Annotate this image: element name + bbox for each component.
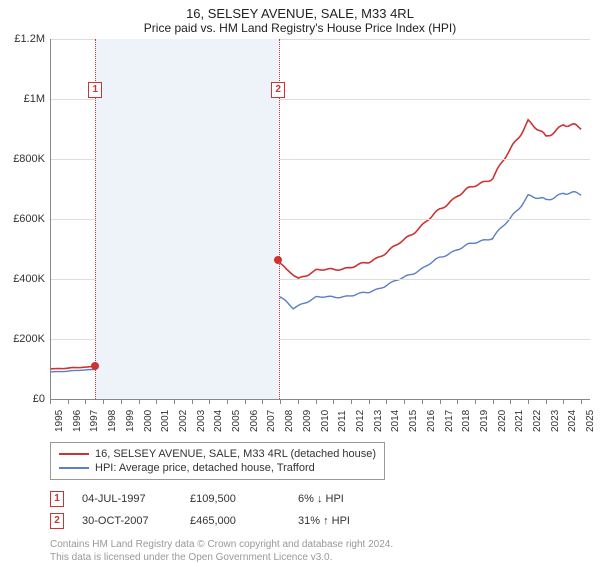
x-tick-label: 2002 [178, 410, 189, 432]
x-tick-label: 2020 [497, 410, 508, 432]
x-tick-label: 2022 [532, 410, 543, 432]
y-tick-label: £600K [3, 213, 45, 225]
x-tick-label: 2017 [444, 410, 455, 432]
x-tick-label: 2023 [550, 410, 561, 432]
footer-line: This data is licensed under the Open Gov… [50, 551, 600, 564]
transaction-delta: 6% ↓ HPI [298, 493, 388, 505]
x-tick-label: 2024 [567, 410, 578, 432]
legend-item: HPI: Average price, detached house, Traf… [59, 461, 376, 475]
legend-label: 16, SELSEY AVENUE, SALE, M33 4RL (detach… [95, 448, 376, 460]
y-tick-label: £0 [3, 393, 45, 405]
transaction-date: 04-JUL-1997 [82, 493, 172, 505]
legend-swatch [59, 453, 89, 455]
shaded-period [95, 39, 280, 399]
x-tick-label: 2003 [196, 410, 207, 432]
y-tick-label: £200K [3, 333, 45, 345]
x-tick-label: 1998 [107, 410, 118, 432]
chart-plot-area: £0£200K£400K£600K£800K£1M£1.2M12 [50, 39, 590, 400]
x-tick-label: 2004 [213, 410, 224, 432]
x-tick-label: 2016 [426, 410, 437, 432]
transactions-table: 1 04-JUL-1997 £109,500 6% ↓ HPI 2 30-OCT… [50, 488, 600, 532]
transaction-price: £465,000 [190, 515, 280, 527]
transaction-delta: 31% ↑ HPI [298, 515, 388, 527]
transaction-marker-icon: 2 [50, 513, 64, 529]
x-tick-label: 2025 [585, 410, 596, 432]
chart-subtitle: Price paid vs. HM Land Registry's House … [0, 21, 600, 39]
x-tick-label: 2008 [284, 410, 295, 432]
x-tick-label: 2015 [408, 410, 419, 432]
transaction-marker-icon: 1 [50, 491, 64, 507]
legend: 16, SELSEY AVENUE, SALE, M33 4RL (detach… [50, 442, 385, 480]
legend-item: 16, SELSEY AVENUE, SALE, M33 4RL (detach… [59, 447, 376, 461]
x-tick-label: 2005 [231, 410, 242, 432]
footer-attribution: Contains HM Land Registry data © Crown c… [50, 538, 600, 564]
x-tick-label: 1997 [89, 410, 100, 432]
x-tick-label: 2019 [479, 410, 490, 432]
sale-dot [91, 362, 99, 370]
table-row: 2 30-OCT-2007 £465,000 31% ↑ HPI [50, 510, 600, 532]
x-tick-label: 2014 [390, 410, 401, 432]
x-tick-label: 1999 [125, 410, 136, 432]
y-tick-label: £1M [3, 93, 45, 105]
legend-swatch [59, 467, 89, 469]
y-tick-label: £400K [3, 273, 45, 285]
x-tick-label: 2009 [302, 410, 313, 432]
x-tick-label: 2007 [266, 410, 277, 432]
x-tick-label: 1995 [54, 410, 65, 432]
y-tick-label: £800K [3, 153, 45, 165]
x-tick-label: 2006 [249, 410, 260, 432]
x-tick-label: 2013 [373, 410, 384, 432]
chart-marker-box: 2 [271, 82, 285, 98]
x-tick-label: 2011 [337, 410, 348, 432]
chart-marker-box: 1 [88, 82, 102, 98]
transaction-price: £109,500 [190, 493, 280, 505]
legend-label: HPI: Average price, detached house, Traf… [95, 462, 315, 474]
sale-dot [274, 256, 282, 264]
x-tick-label: 2000 [143, 410, 154, 432]
x-tick-label: 1996 [72, 410, 83, 432]
table-row: 1 04-JUL-1997 £109,500 6% ↓ HPI [50, 488, 600, 510]
x-tick-label: 2018 [461, 410, 472, 432]
transaction-date: 30-OCT-2007 [82, 515, 172, 527]
y-tick-label: £1.2M [3, 33, 45, 45]
x-tick-label: 2001 [160, 410, 171, 432]
x-tick-label: 2012 [355, 410, 366, 432]
footer-line: Contains HM Land Registry data © Crown c… [50, 538, 600, 551]
x-tick-label: 2010 [320, 410, 331, 432]
x-tick-label: 2021 [514, 410, 525, 432]
chart-title: 16, SELSEY AVENUE, SALE, M33 4RL [0, 0, 600, 21]
x-axis-ticks: 1995 1996 1997 1998 1999 2000 2001 2002 2003 2004… [50, 400, 590, 436]
